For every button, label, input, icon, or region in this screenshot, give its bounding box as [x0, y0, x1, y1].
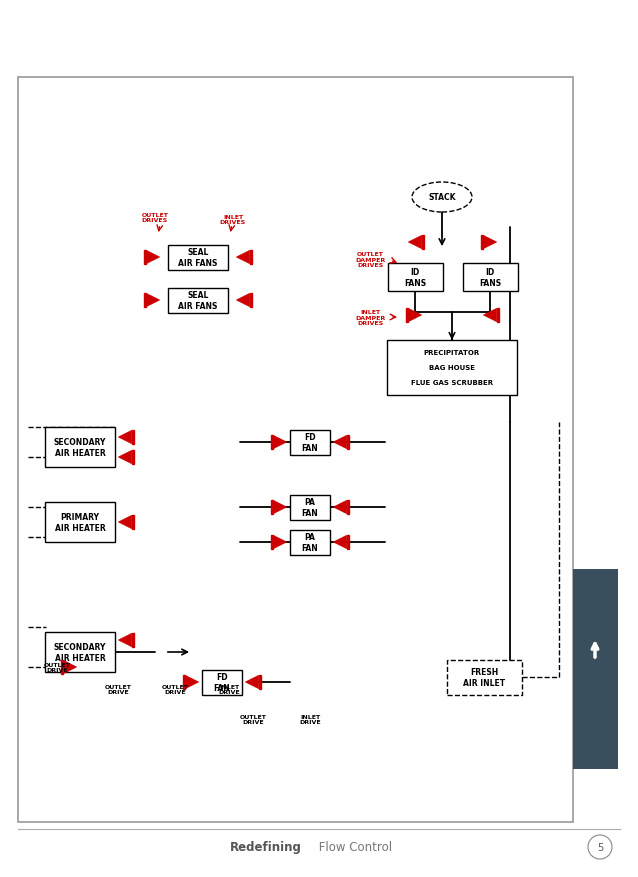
Polygon shape [271, 436, 274, 449]
Text: SEAL
AIR FANS: SEAL AIR FANS [178, 290, 218, 310]
Polygon shape [249, 294, 253, 307]
Polygon shape [146, 251, 160, 264]
Polygon shape [346, 536, 350, 549]
Polygon shape [237, 251, 249, 264]
Text: SECONDARY
AIR HEATER: SECONDARY AIR HEATER [54, 642, 106, 662]
Text: OUTLET
DRIVE: OUTLET DRIVE [105, 684, 131, 695]
Text: STACK: STACK [428, 193, 456, 203]
Text: SECONDARY
AIR HEATER: SECONDARY AIR HEATER [54, 438, 106, 458]
Polygon shape [334, 536, 346, 549]
Polygon shape [249, 251, 253, 264]
Text: PRIMARY
AIR HEATER: PRIMARY AIR HEATER [55, 512, 105, 532]
Polygon shape [422, 236, 424, 249]
Text: FD
FAN: FD FAN [214, 672, 230, 692]
Text: OUTLET
DRIVE: OUTLET DRIVE [43, 662, 70, 673]
Text: OUTLET
DRIVE: OUTLET DRIVE [239, 714, 267, 724]
Text: PA
FAN: PA FAN [302, 532, 318, 553]
Polygon shape [119, 451, 131, 464]
Text: OUTLET
DAMPER
DRIVES: OUTLET DAMPER DRIVES [355, 252, 385, 268]
FancyBboxPatch shape [290, 495, 330, 520]
FancyBboxPatch shape [447, 660, 521, 695]
Polygon shape [484, 309, 496, 322]
Polygon shape [237, 294, 249, 307]
Text: INLET
DRIVE: INLET DRIVE [218, 684, 240, 695]
Text: INLET
DAMPER
DRIVES: INLET DAMPER DRIVES [355, 310, 385, 326]
Polygon shape [119, 516, 131, 529]
Polygon shape [334, 436, 346, 449]
Ellipse shape [412, 182, 472, 213]
Text: FD
FAN: FD FAN [302, 432, 318, 453]
Polygon shape [406, 309, 408, 322]
Text: INLET
DRIVE: INLET DRIVE [299, 714, 321, 724]
Polygon shape [480, 236, 484, 249]
Polygon shape [119, 431, 131, 444]
Text: FRESH
AIR INLET: FRESH AIR INLET [463, 667, 505, 688]
Polygon shape [61, 660, 63, 674]
FancyBboxPatch shape [573, 569, 618, 769]
Polygon shape [271, 536, 274, 549]
Polygon shape [274, 536, 286, 549]
Text: OUTLET
DRIVE: OUTLET DRIVE [161, 684, 188, 695]
FancyBboxPatch shape [290, 530, 330, 555]
Polygon shape [274, 501, 286, 514]
Polygon shape [182, 675, 186, 688]
Polygon shape [346, 501, 350, 514]
Polygon shape [144, 251, 146, 264]
Polygon shape [63, 660, 77, 674]
Text: PA
FAN: PA FAN [302, 497, 318, 517]
Text: Redefining: Redefining [230, 840, 302, 853]
Polygon shape [131, 516, 135, 529]
FancyBboxPatch shape [45, 632, 115, 673]
Text: 5: 5 [597, 842, 603, 852]
FancyBboxPatch shape [290, 430, 330, 455]
Polygon shape [346, 436, 350, 449]
Polygon shape [274, 436, 286, 449]
Polygon shape [131, 451, 135, 464]
Polygon shape [144, 294, 146, 307]
Polygon shape [246, 675, 258, 688]
Text: SEAL
AIR FANS: SEAL AIR FANS [178, 247, 218, 267]
Text: OUTLET
DRIVES: OUTLET DRIVES [142, 212, 168, 223]
Polygon shape [484, 236, 496, 249]
Polygon shape [408, 309, 422, 322]
Polygon shape [258, 675, 262, 688]
Text: INLET
DRIVES: INLET DRIVES [220, 214, 246, 225]
FancyBboxPatch shape [168, 246, 228, 270]
Text: ID
FANS: ID FANS [479, 267, 501, 288]
FancyBboxPatch shape [45, 427, 115, 467]
FancyBboxPatch shape [463, 264, 517, 292]
Polygon shape [408, 236, 422, 249]
FancyBboxPatch shape [387, 264, 443, 292]
Polygon shape [119, 634, 131, 647]
FancyBboxPatch shape [387, 340, 517, 395]
Text: Flow Control: Flow Control [315, 840, 392, 853]
Polygon shape [186, 675, 198, 688]
FancyBboxPatch shape [168, 289, 228, 313]
FancyBboxPatch shape [202, 670, 242, 695]
Polygon shape [496, 309, 500, 322]
Polygon shape [131, 431, 135, 444]
Text: PRECIPITATOR

BAG HOUSE

FLUE GAS SCRUBBER: PRECIPITATOR BAG HOUSE FLUE GAS SCRUBBER [411, 350, 493, 386]
Polygon shape [131, 634, 135, 647]
FancyBboxPatch shape [45, 503, 115, 542]
Text: ID
FANS: ID FANS [404, 267, 426, 288]
FancyBboxPatch shape [18, 78, 573, 822]
Polygon shape [146, 294, 160, 307]
Polygon shape [271, 501, 274, 514]
Polygon shape [334, 501, 346, 514]
